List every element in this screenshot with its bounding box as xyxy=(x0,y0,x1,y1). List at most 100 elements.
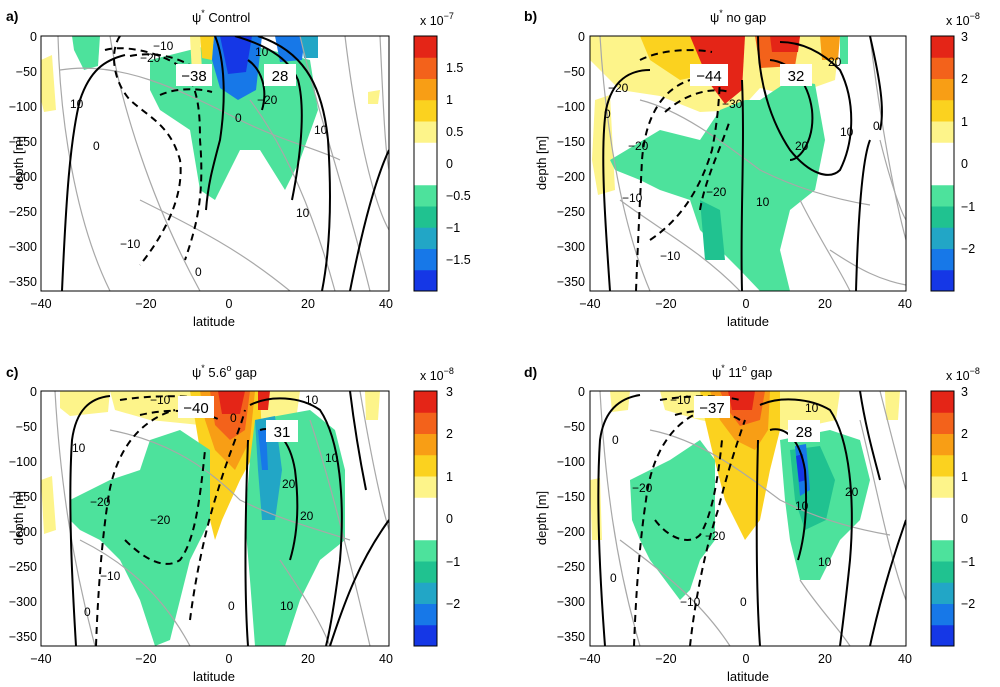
panel-a: a) ψ* Control depth [m] latitude −40 −20… xyxy=(6,8,471,329)
colorbar-swatch xyxy=(931,539,954,562)
panel-d-max-value: 28 xyxy=(796,424,813,441)
colorbar-swatch xyxy=(931,248,954,271)
ytick: −350 xyxy=(9,275,37,289)
panel-b-contour-labels: −20 −30 20 10 0 −20 −20 −10 10 0 −10 20 xyxy=(604,55,880,263)
contour-label: −10 xyxy=(150,393,171,407)
contour-label: 10 xyxy=(314,123,328,137)
panel-c: c) ψ* 5.6o gap depth [m] latitude −40 −2… xyxy=(6,363,460,684)
contour-label: −10 xyxy=(660,249,681,263)
colorbar-swatch xyxy=(931,391,954,413)
contour-label: 10 xyxy=(255,45,269,59)
ytick: −300 xyxy=(557,240,585,254)
panel-c-min-box xyxy=(178,396,214,418)
colorbar-swatch xyxy=(414,603,437,626)
panel-d-field xyxy=(590,391,906,646)
panel-a-ylabel: depth [m] xyxy=(11,136,26,190)
ytick: −150 xyxy=(9,490,37,504)
contour-label: 0 xyxy=(195,265,202,279)
colorbar-swatch xyxy=(931,518,954,541)
panel-b-max-box xyxy=(780,64,812,86)
panel-c-xticks: −40 −20 0 20 40 xyxy=(30,652,393,666)
ytick: −250 xyxy=(9,205,37,219)
panel-d-frame xyxy=(589,390,907,647)
colorbar-swatch xyxy=(931,78,954,101)
colorbar-swatch xyxy=(414,57,437,79)
colorbar-swatch xyxy=(414,269,437,292)
panel-a-title: ψ* Control xyxy=(192,8,250,25)
colorbar-swatch xyxy=(414,227,437,249)
panel-c-max-box xyxy=(266,420,298,442)
panel-d-xticks: −40 −20 0 20 40 xyxy=(579,652,912,666)
ytick: −350 xyxy=(557,630,585,644)
panel-d-xlabel: latitude xyxy=(727,669,769,684)
colorbar-swatch xyxy=(414,248,437,271)
colorbar-swatches xyxy=(931,36,954,292)
contour-label: 10 xyxy=(818,555,832,569)
panel-a-contour-labels: −10 −20 10 0 −10 10 0 0 10 10 −20 xyxy=(70,39,328,279)
contour-label: 0 xyxy=(612,433,619,447)
contour-label: 0 xyxy=(604,107,611,121)
colorbar-swatch xyxy=(931,497,954,519)
colorbar-ticks: 3 2 1 0 −1 −2 xyxy=(961,385,975,611)
colorbar-tick: 0 xyxy=(961,157,968,171)
ytick: −50 xyxy=(16,420,37,434)
ytick: −350 xyxy=(9,630,37,644)
contour-label: 20 xyxy=(828,55,842,69)
ytick: −100 xyxy=(9,455,37,469)
colorbar-tick: 0 xyxy=(446,512,453,526)
xtick: 0 xyxy=(743,297,750,311)
panel-a-max-value: 28 xyxy=(272,68,289,85)
xtick: 0 xyxy=(743,652,750,666)
contour-label: 10 xyxy=(325,451,339,465)
panel-b-frame xyxy=(589,35,907,292)
ytick: −250 xyxy=(557,205,585,219)
contour-label: −10 xyxy=(670,393,691,407)
colorbar-swatches xyxy=(931,391,954,647)
panel-d-min-value: −37 xyxy=(699,400,724,417)
contour-label: 10 xyxy=(72,441,86,455)
contour-label: 20 xyxy=(845,485,859,499)
colorbar-swatch xyxy=(931,603,954,626)
ytick: −200 xyxy=(9,170,37,184)
panel-c-ylabel: depth [m] xyxy=(11,491,26,545)
panel-c-xlabel: latitude xyxy=(193,669,235,684)
colorbar-swatch xyxy=(931,184,954,207)
colorbar-frame xyxy=(930,35,955,292)
colorbar-swatch xyxy=(414,99,437,122)
colorbar-tick: −1 xyxy=(446,555,460,569)
panel-b-field xyxy=(590,36,906,291)
ytick: 0 xyxy=(30,30,37,44)
panel-a-min-box xyxy=(176,64,212,86)
contour-label: 0 xyxy=(93,139,100,153)
panel-a-yticks: 0 −50 −100 −150 −200 −250 −300 −350 xyxy=(9,30,37,289)
contour-label: −10 xyxy=(622,191,643,205)
panel-d-title: ψ* 11o gap xyxy=(712,363,772,380)
colorbar-swatch xyxy=(414,121,437,143)
ytick: 0 xyxy=(578,385,585,399)
contour-label: −20 xyxy=(705,529,726,543)
colorbar-swatch xyxy=(931,57,954,79)
colorbar-tick: 3 xyxy=(961,385,968,399)
contour-label: 10 xyxy=(280,599,294,613)
ytick: −300 xyxy=(9,595,37,609)
colorbar-swatch xyxy=(931,121,954,143)
panel-d-ylabel: depth [m] xyxy=(534,491,549,545)
colorbar-tick: 0.5 xyxy=(446,125,463,139)
colorbar-ticks: 1.5 1 0.5 0 −0.5 −1 −1.5 xyxy=(446,61,471,267)
panel-a-xlabel: latitude xyxy=(193,314,235,329)
contour-label: 10 xyxy=(756,195,770,209)
ytick: −150 xyxy=(9,135,37,149)
ytick: 0 xyxy=(578,30,585,44)
xtick: 20 xyxy=(301,297,315,311)
colorbar-tick: −1 xyxy=(961,555,975,569)
colorbar-swatch xyxy=(414,561,437,583)
panel-d-min-box xyxy=(694,396,730,418)
contour-label: −20 xyxy=(257,93,278,107)
colorbar-tick: 2 xyxy=(446,427,453,441)
panel-c-yticks: 0 −50 −100 −150 −200 −250 −300 −350 xyxy=(9,385,37,644)
panel-a-frame xyxy=(40,35,390,292)
colorbar-swatch xyxy=(931,476,954,498)
colorbar-ticks: 3 2 1 0 −1 −2 xyxy=(446,385,460,611)
contour-label: −20 xyxy=(608,81,629,95)
contour-label: 10 xyxy=(305,393,319,407)
